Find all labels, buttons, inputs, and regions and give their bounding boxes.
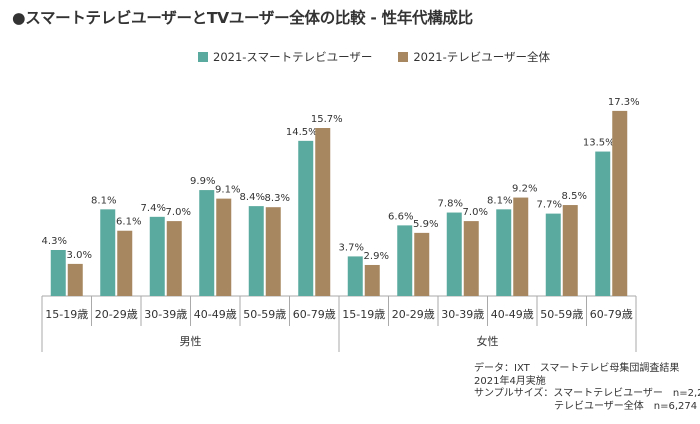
data-label-tv-all: 8.5%: [562, 191, 587, 202]
x-tick-label: 15-19歳: [45, 308, 88, 321]
bar-smart-tv: [199, 190, 215, 296]
bar-smart-tv: [397, 225, 413, 296]
bar-tv-all: [612, 110, 628, 296]
note-line: サンプルサイズ：スマートテレビユーザー n=2,218: [474, 388, 700, 400]
bar-smart-tv: [50, 249, 66, 296]
data-label-smart-tv: 8.1%: [487, 195, 512, 206]
x-tick-label: 30-39歳: [144, 308, 187, 321]
bar-tv-all: [513, 197, 529, 296]
data-label-smart-tv: 7.4%: [141, 203, 166, 214]
data-label-tv-all: 7.0%: [463, 207, 488, 218]
bar-tv-all: [67, 263, 83, 296]
bar-smart-tv: [100, 209, 116, 296]
data-label-smart-tv: 4.3%: [42, 236, 67, 247]
x-tick-label: 20-29歳: [392, 308, 435, 321]
data-label-smart-tv: 9.9%: [190, 176, 215, 187]
note-line: テレビユーザー全体 n=6,274: [474, 400, 698, 412]
data-label-tv-all: 9.1%: [215, 185, 240, 196]
data-label-smart-tv: 13.5%: [583, 138, 615, 149]
bar-smart-tv: [446, 212, 462, 296]
data-label-smart-tv: 7.7%: [537, 200, 562, 211]
data-label-tv-all: 2.9%: [364, 251, 389, 262]
bar-tv-all: [364, 264, 380, 296]
data-label-tv-all: 15.7%: [311, 114, 343, 125]
bar-tv-all: [463, 221, 479, 296]
data-label-tv-all: 3.0%: [67, 250, 92, 261]
data-label-smart-tv: 8.1%: [91, 195, 116, 206]
x-tick-label: 40-49歳: [491, 308, 534, 321]
data-label-smart-tv: 6.6%: [388, 211, 413, 222]
x-tick-label: 30-39歳: [441, 308, 484, 321]
group-label: 女性: [477, 334, 499, 348]
x-tick-label: 60-79歳: [293, 308, 336, 321]
x-tick-label: 15-19歳: [342, 308, 385, 321]
x-tick-label: 50-59歳: [243, 308, 286, 321]
bar-tv-all: [265, 207, 281, 296]
data-label-tv-all: 7.0%: [166, 207, 191, 218]
legend-swatch-tv-all: [398, 52, 409, 62]
legend-swatch-smart-tv: [198, 52, 208, 62]
data-label-tv-all: 6.1%: [116, 217, 141, 228]
bar-smart-tv: [149, 216, 165, 296]
legend-item-smart-tv: 2021-スマートテレビユーザー: [198, 49, 372, 65]
x-tick-label: 40-49歳: [194, 308, 237, 321]
data-label-smart-tv: 14.5%: [286, 127, 318, 138]
legend: 2021-スマートテレビユーザー 2021-テレビユーザー全体: [198, 49, 550, 65]
data-label-smart-tv: 3.7%: [339, 242, 364, 253]
bar-tv-all: [562, 205, 578, 296]
x-tick-label: 60-79歳: [590, 308, 633, 321]
note-line: データ：IXT スマートテレビ母集団調査結果: [474, 363, 680, 374]
note-line: 2021年4月実施: [474, 375, 546, 387]
group-label: 男性: [180, 334, 202, 348]
bar-smart-tv: [595, 151, 611, 296]
legend-label-tv-all: 2021-テレビユーザー全体: [413, 50, 551, 64]
legend-item-tv-all: 2021-テレビユーザー全体: [398, 49, 550, 65]
bar-smart-tv: [298, 140, 314, 296]
bar-tv-all: [117, 230, 133, 296]
bar-smart-tv: [248, 206, 264, 296]
bar-smart-tv: [347, 256, 363, 296]
data-label-smart-tv: 8.4%: [240, 192, 265, 203]
data-label-tv-all: 8.3%: [265, 193, 290, 204]
source-notes: データ：IXT スマートテレビ母集団調査結果 2021年4月実施 サンプルサイズ：ス…: [474, 363, 700, 413]
bar-smart-tv: [545, 213, 561, 296]
x-tick-label: 20-29歳: [95, 308, 138, 321]
data-label-tv-all: 5.9%: [413, 219, 438, 230]
data-label-tv-all: 9.2%: [512, 184, 537, 195]
x-tick-label: 50-59歳: [540, 308, 583, 321]
bar-tv-all: [166, 221, 182, 296]
data-label-tv-all: 17.3%: [608, 97, 640, 108]
data-label-smart-tv: 7.8%: [438, 199, 463, 210]
bar-tv-all: [216, 198, 232, 296]
chart-title: ●スマートテレビユーザーとTVユーザー全体の比較 - 性年代構成比: [12, 9, 473, 27]
legend-label-smart-tv: 2021-スマートテレビユーザー: [213, 50, 373, 64]
bar-smart-tv: [496, 209, 512, 296]
bar-tv-all: [315, 128, 331, 296]
bar-tv-all: [414, 232, 430, 296]
